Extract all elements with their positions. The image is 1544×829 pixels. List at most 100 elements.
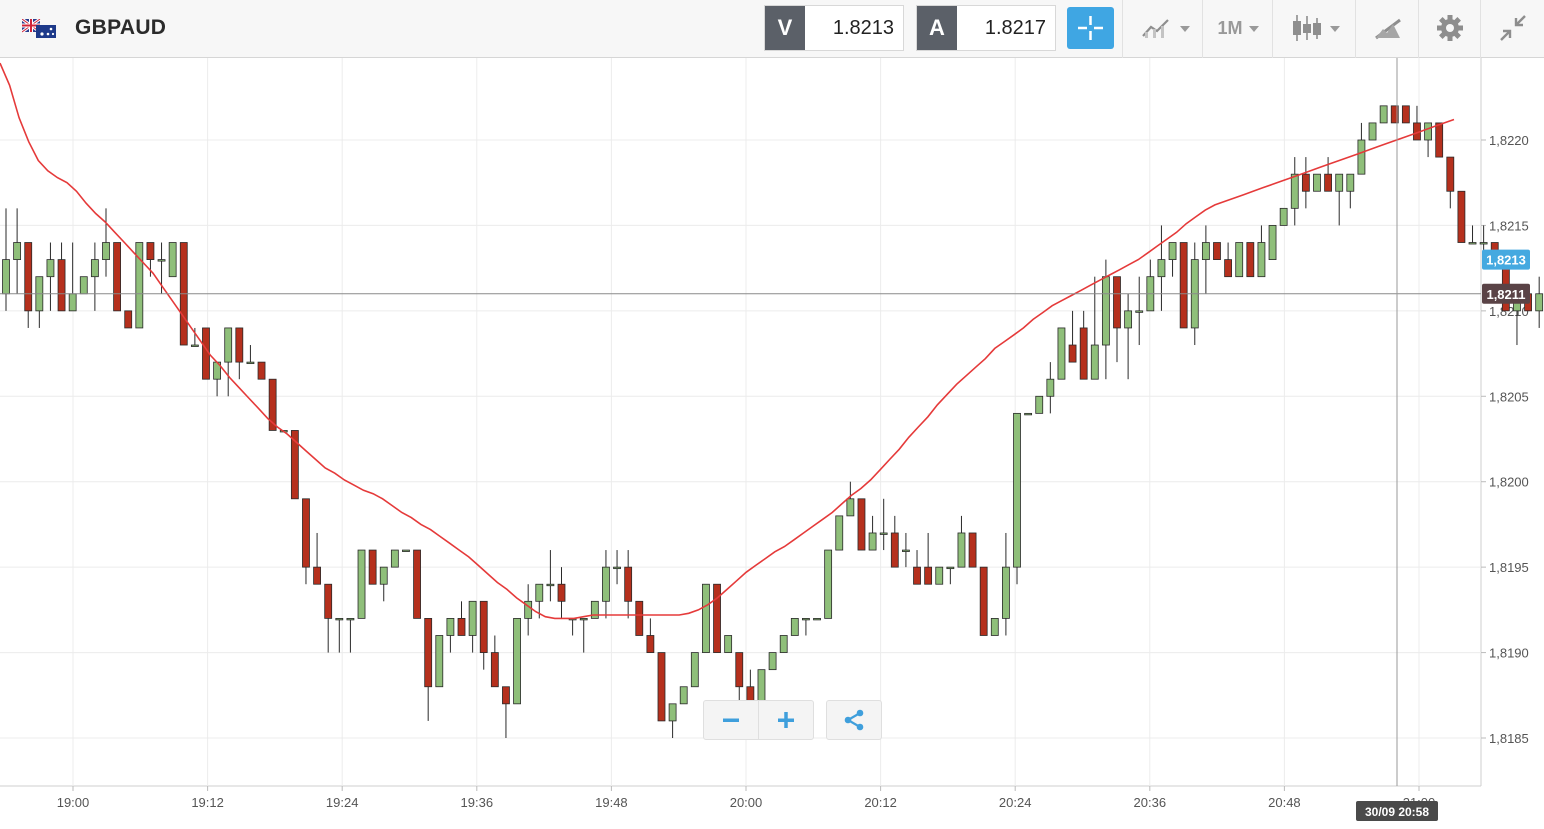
candle-body-bullish — [590, 600, 599, 619]
candle-body-bearish — [146, 242, 155, 260]
zoom-in-button[interactable] — [759, 701, 813, 739]
zoom-in-icon — [778, 712, 794, 728]
y-tick-label: 1,8205 — [1489, 389, 1529, 404]
candlestick-chart[interactable]: 1,81851,81901,81951,82001,82051,82101,82… — [0, 58, 1544, 824]
candlestick-icon — [1293, 15, 1321, 41]
candle-body-bullish — [1024, 412, 1033, 416]
candle-body-bullish — [524, 600, 533, 619]
candle-body-bearish — [124, 310, 133, 329]
zoom-out-button[interactable] — [704, 701, 759, 739]
candle-body-bullish — [724, 635, 733, 653]
candle — [713, 583, 721, 653]
candle — [435, 635, 444, 688]
candle-body-bearish — [713, 583, 721, 653]
candle — [1390, 105, 1399, 124]
chart-toolbar: GBPAUD V 1.8213 A 1.8217 1M — [0, 0, 1544, 58]
candle — [1468, 225, 1477, 245]
draw-tools-icon — [1375, 18, 1401, 40]
candle-body-bullish — [1235, 242, 1244, 278]
candle-body-bullish — [602, 566, 610, 602]
candle-body-bearish — [479, 600, 488, 653]
share-button[interactable] — [826, 700, 882, 740]
zoom-out-icon — [723, 718, 739, 722]
candle-body-bullish — [190, 344, 199, 347]
draw-tools-button[interactable] — [1364, 8, 1412, 48]
candle-body-bearish — [1446, 156, 1455, 192]
candle — [357, 549, 366, 619]
candle — [1235, 242, 1244, 278]
candle-body-bearish — [1324, 173, 1332, 192]
candle — [1113, 276, 1121, 363]
candle — [646, 618, 655, 653]
candle — [1046, 362, 1055, 414]
candle — [1535, 276, 1544, 328]
candle-style-button[interactable] — [1280, 8, 1350, 48]
candle — [757, 669, 766, 705]
candle-body-bullish — [335, 618, 344, 621]
crosshair-time-label: 30/09 20:58 — [1365, 805, 1429, 819]
zoom-controls — [703, 700, 814, 740]
candle-body-bullish — [1157, 259, 1166, 278]
price-chart[interactable]: 1,8185 1,8190 1,8195 1,8200 1,8205 1,8210 1,82… — [0, 58, 1544, 824]
candle — [1168, 242, 1177, 277]
candle — [513, 618, 521, 705]
candle-body-bullish — [1057, 327, 1066, 380]
candle-body-bullish — [357, 549, 366, 619]
settings-button[interactable] — [1426, 8, 1474, 48]
candle-body-bearish — [657, 652, 666, 722]
candle-body-bearish — [490, 652, 499, 688]
candle — [1257, 225, 1266, 278]
candle — [313, 532, 321, 585]
candle-body-bullish — [1135, 310, 1144, 313]
candle-body-bullish — [1379, 105, 1388, 124]
candle-body-bullish — [613, 566, 621, 570]
line-chart-icon — [1142, 19, 1169, 38]
candle-body-bullish — [1268, 225, 1277, 261]
bid-price: 1.8213 — [832, 16, 894, 39]
candle-body-bearish — [257, 361, 266, 380]
x-tick-label: 20:24 — [999, 795, 1032, 810]
candle — [424, 618, 433, 721]
crosshair-button[interactable] — [1067, 7, 1114, 49]
y-tick-label: 1,8215 — [1489, 218, 1529, 233]
candle-body-bullish — [1090, 344, 1099, 380]
candle-body-bearish — [1068, 344, 1077, 363]
candle-body-bullish — [13, 242, 22, 260]
candle — [557, 567, 566, 619]
uk-australia-flag-icon — [22, 19, 56, 38]
chart-type-button[interactable] — [1132, 8, 1198, 48]
candle — [668, 703, 677, 738]
candle-body-bearish — [624, 566, 633, 602]
candle — [1124, 293, 1133, 380]
candle-body-bullish — [1468, 242, 1477, 245]
candle-body-bearish — [1224, 259, 1232, 278]
candle — [857, 498, 866, 551]
candle-body-bearish — [24, 242, 33, 312]
ask-price-box[interactable]: A 1.8217 — [916, 5, 1056, 51]
candle-body-bullish — [246, 361, 255, 365]
candle — [802, 618, 810, 636]
candle — [1013, 412, 1021, 585]
collapse-button[interactable] — [1490, 8, 1536, 48]
candle-body-bullish — [1124, 310, 1133, 329]
candle-body-bullish — [1013, 412, 1021, 568]
candle-body-bullish — [579, 618, 588, 621]
candle — [613, 550, 621, 585]
timeframe-selector[interactable]: 1M — [1206, 8, 1270, 48]
candle — [402, 549, 410, 552]
candle-body-bullish — [446, 618, 455, 636]
candle-body-bullish — [879, 532, 888, 535]
candle — [257, 361, 266, 380]
timeframe-label: 1M — [1217, 17, 1243, 38]
bid-price-box[interactable]: V 1.8213 — [764, 5, 904, 51]
candle — [24, 242, 33, 328]
x-tick-label: 19:24 — [326, 795, 359, 810]
candle — [1290, 157, 1299, 226]
candle-body-bullish — [802, 618, 810, 621]
candle — [602, 550, 610, 619]
candle-body-bearish — [424, 618, 433, 688]
candle — [379, 566, 388, 602]
candle-body-bearish — [1079, 327, 1088, 380]
candle-body-bullish — [813, 618, 821, 621]
candle — [1201, 225, 1210, 294]
